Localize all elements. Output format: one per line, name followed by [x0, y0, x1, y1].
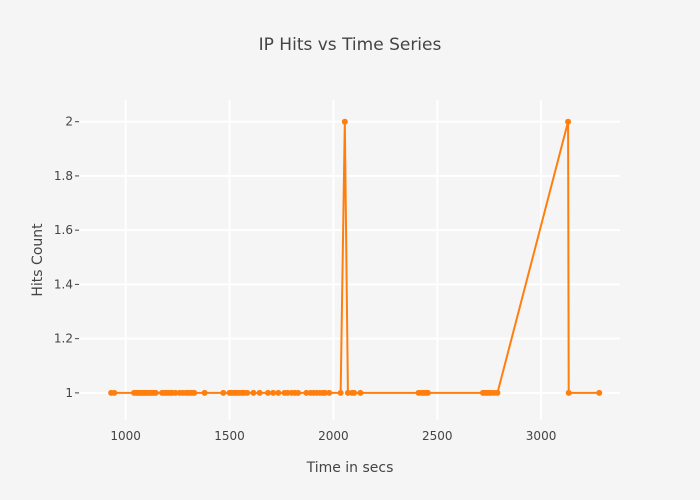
- data-point: [357, 389, 364, 396]
- data-point: [201, 389, 208, 396]
- y-tick-label: 1.6: [54, 223, 73, 237]
- axis-ticks: 1000 1500 2000 2500 3000 1 1.2 1.4 1.6 1.8 2: [54, 115, 556, 443]
- data-point: [250, 389, 257, 396]
- x-tick-label: 2000: [318, 429, 349, 443]
- data-point: [344, 389, 351, 396]
- y-tick-label: 1.4: [54, 277, 73, 291]
- plot-area: [80, 100, 620, 420]
- y-tick-label: 2: [65, 115, 73, 129]
- data-point: [191, 389, 198, 396]
- data-point: [424, 389, 431, 396]
- chart-title: IP Hits vs Time Series: [259, 35, 442, 55]
- data-point: [111, 389, 118, 396]
- data-point: [303, 389, 310, 396]
- data-point: [494, 389, 501, 396]
- data-point: [565, 389, 572, 396]
- y-tick-label: 1.2: [54, 332, 73, 346]
- data-point: [326, 389, 333, 396]
- data-point: [256, 389, 263, 396]
- x-tick-label: 1000: [110, 429, 141, 443]
- data-point: [322, 389, 329, 396]
- data-point: [172, 389, 179, 396]
- data-point: [337, 389, 344, 396]
- data-point: [351, 389, 358, 396]
- data-point: [264, 389, 271, 396]
- data-point: [244, 389, 251, 396]
- data-point: [295, 389, 302, 396]
- data-point: [270, 389, 277, 396]
- y-tick-label: 1: [65, 386, 73, 400]
- x-axis-title: Time in secs: [306, 460, 394, 476]
- data-point: [565, 118, 572, 125]
- y-tick-label: 1.8: [54, 169, 73, 183]
- y-axis-title: Hits Count: [30, 223, 46, 297]
- data-point: [284, 389, 291, 396]
- series-layer: [108, 118, 603, 396]
- x-tick-label: 3000: [526, 429, 557, 443]
- data-point: [596, 389, 603, 396]
- data-point: [275, 389, 282, 396]
- series-0: [108, 118, 603, 396]
- x-tick-label: 2500: [422, 429, 453, 443]
- data-point: [341, 118, 348, 125]
- grid-lines: [80, 100, 620, 420]
- data-point: [152, 389, 159, 396]
- x-tick-label: 1500: [214, 429, 245, 443]
- data-point: [220, 389, 227, 396]
